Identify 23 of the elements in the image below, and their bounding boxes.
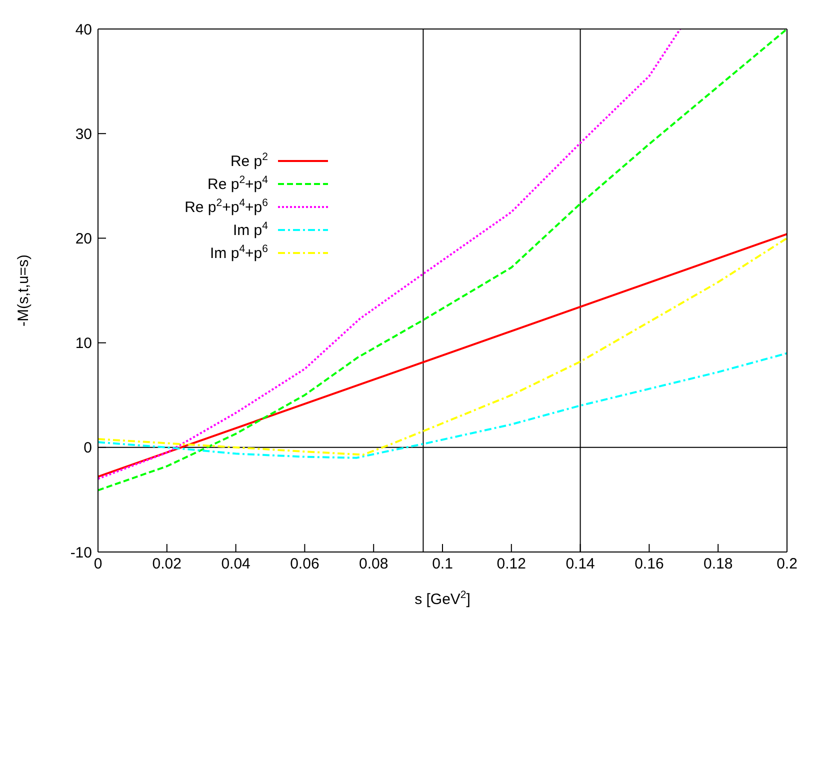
legend-label: Re p$^{2}$+p$^{4}$: [208, 174, 268, 193]
x-tick-label: 0.08: [359, 556, 388, 573]
x-tick-label: 0.2: [776, 556, 798, 573]
legend-label: Im p$^{4}$+p$^{6}$: [210, 243, 268, 262]
x-tick-label: 0.14: [566, 556, 595, 573]
legend-label: Re p$^{2}$+p$^{4}$+p$^{6}$: [184, 197, 268, 216]
x-tick-label: 0.06: [290, 556, 320, 573]
x-tick-label: 0.04: [221, 556, 250, 573]
legend-label: Im p$^{4}$: [232, 220, 268, 239]
x-tick-label: 0.1: [432, 556, 453, 573]
x-tick-label: 0.16: [634, 556, 664, 573]
x-axis-title: s [GeV$^{2}$]: [414, 589, 470, 608]
y-tick-label: 10: [75, 335, 92, 352]
y-tick-label: 30: [75, 126, 92, 143]
legend-label: Re p$^{2}$: [230, 151, 268, 170]
y-axis-title: -M(s,t,u=s): [15, 254, 32, 327]
y-tick-label: 40: [75, 21, 92, 38]
y-tick-label: 0: [84, 440, 92, 457]
x-tick-label: 0.02: [152, 556, 182, 573]
y-tick-label: -10: [70, 544, 92, 562]
x-tick-label: 0.18: [704, 556, 733, 573]
x-tick-label: 0.12: [496, 556, 526, 573]
y-tick-label: 20: [75, 230, 92, 248]
